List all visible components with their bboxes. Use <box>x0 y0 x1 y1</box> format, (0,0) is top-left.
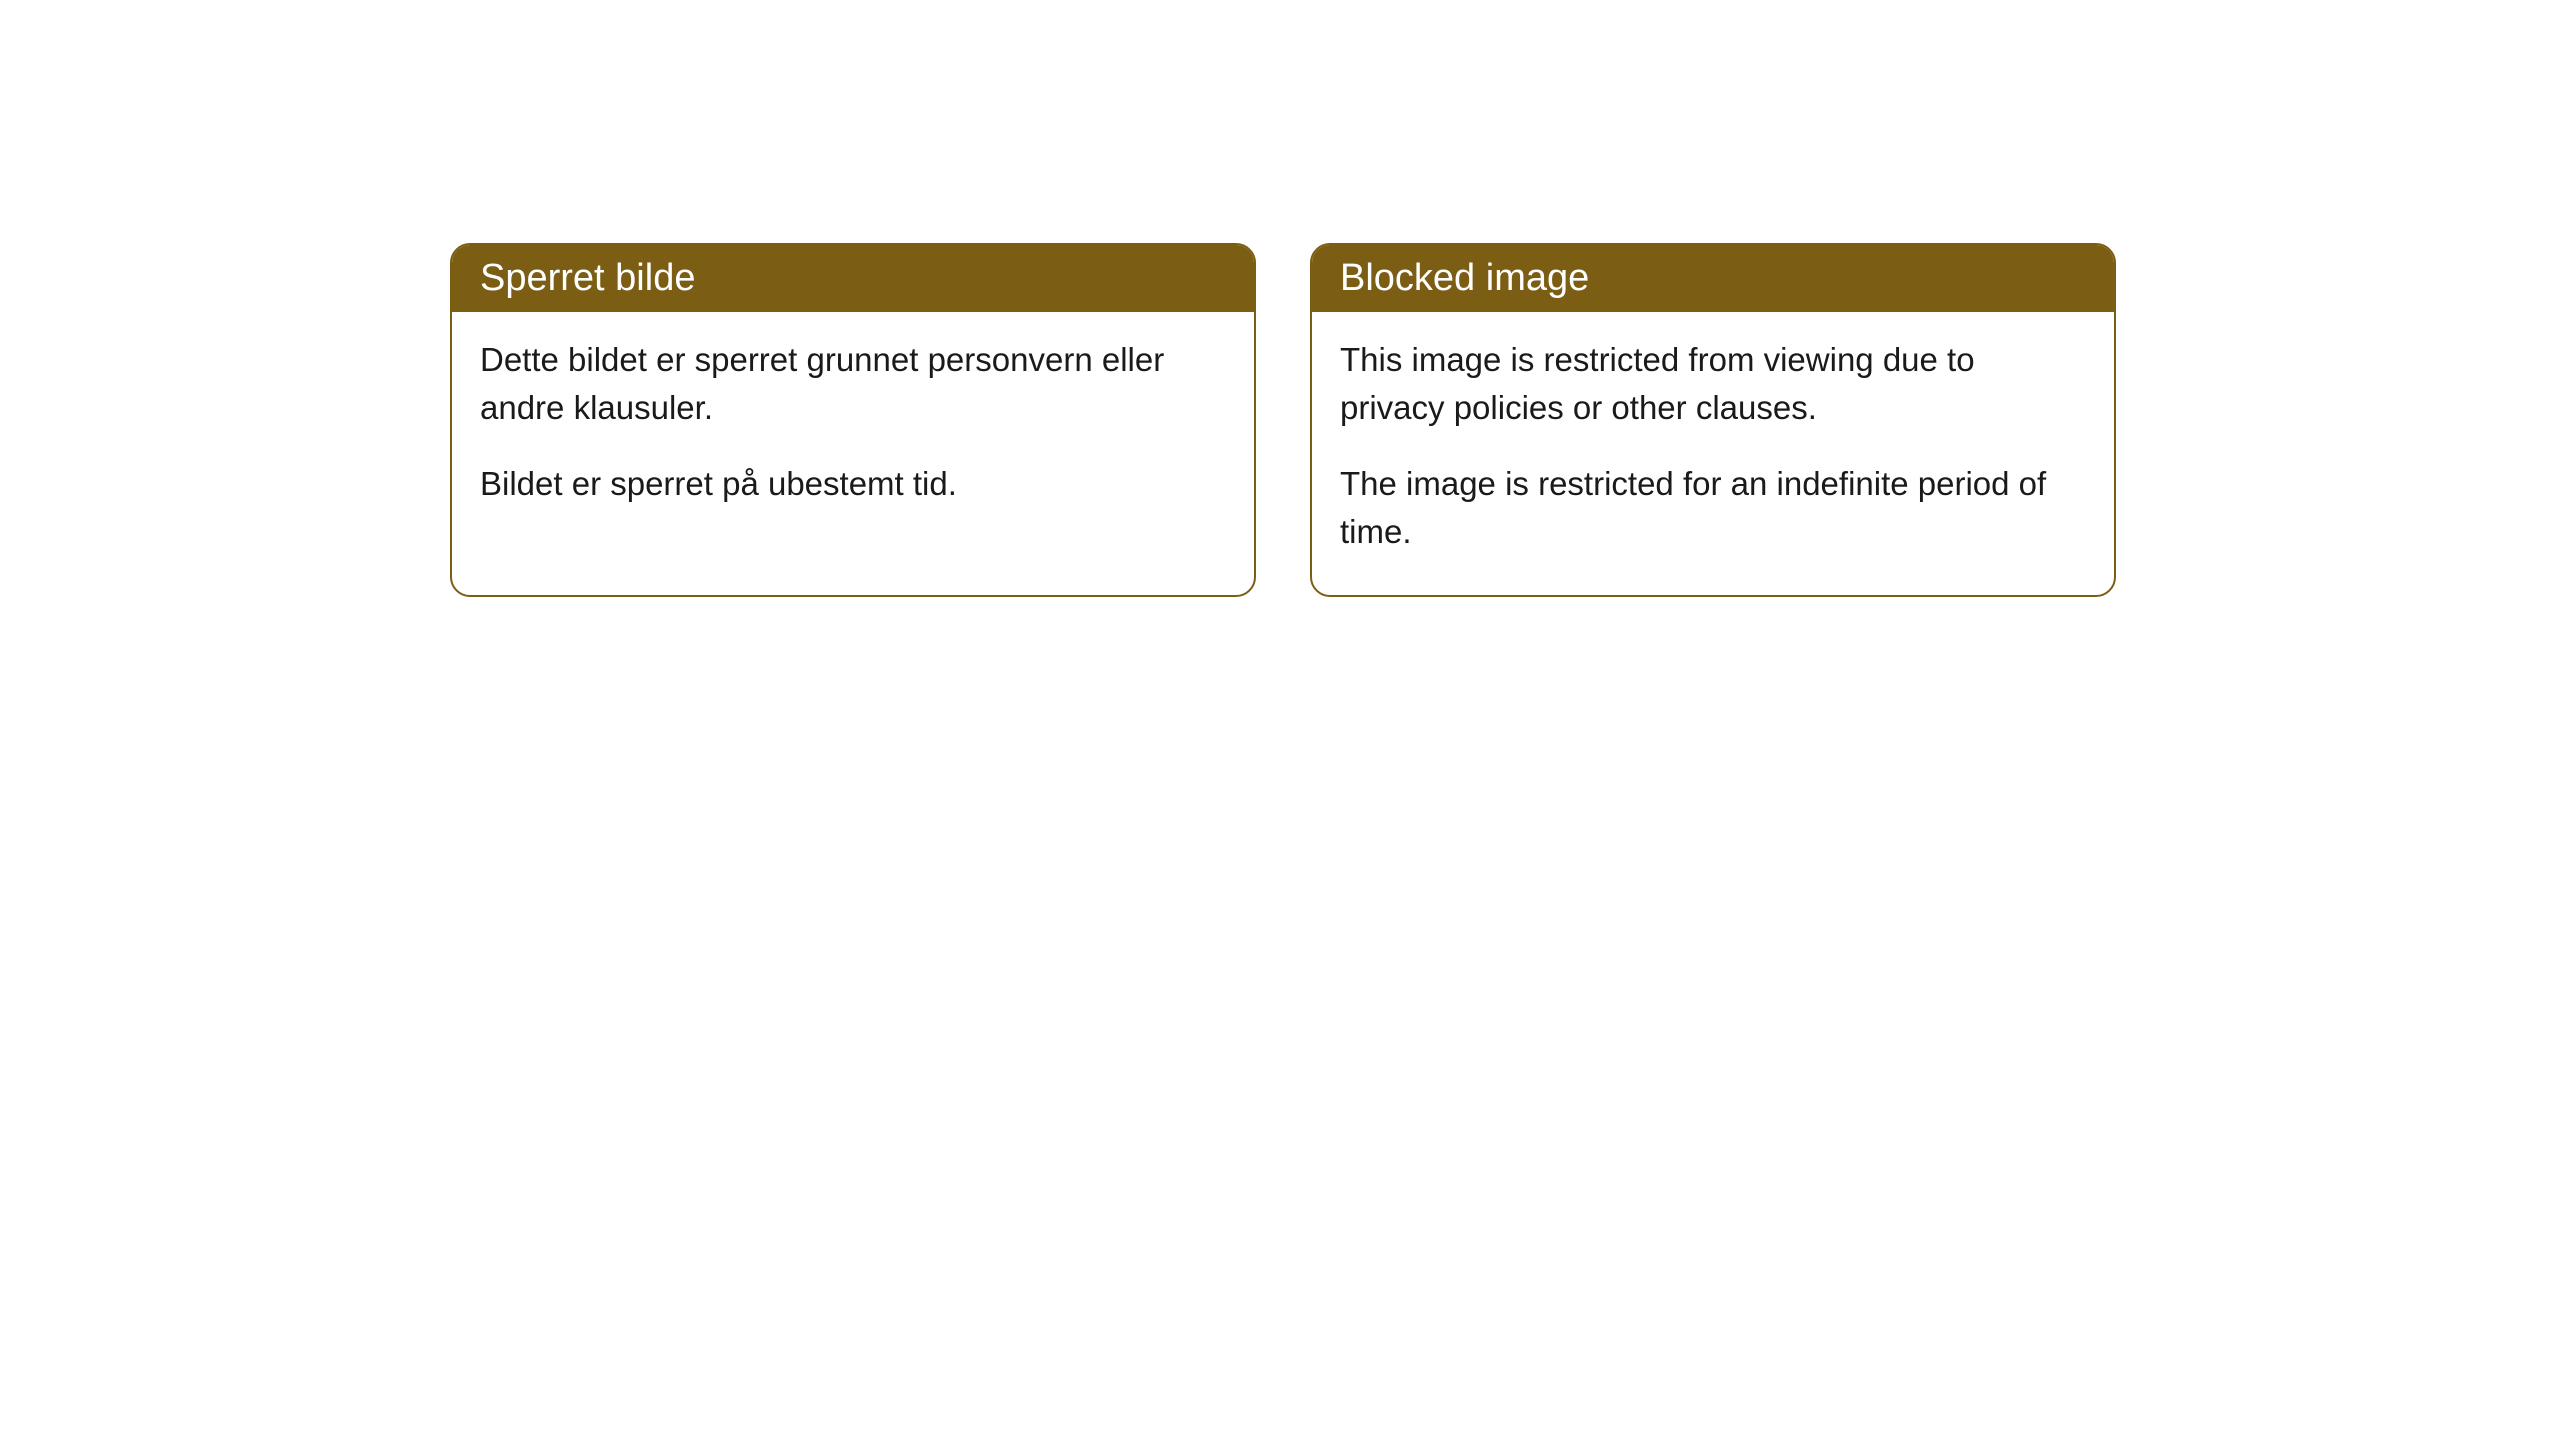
card-header-norwegian: Sperret bilde <box>452 245 1254 312</box>
card-text-paragraph-1: Dette bildet er sperret grunnet personve… <box>480 336 1226 432</box>
card-text-paragraph-2: The image is restricted for an indefinit… <box>1340 460 2086 556</box>
card-english: Blocked image This image is restricted f… <box>1310 243 2116 597</box>
card-text-paragraph-1: This image is restricted from viewing du… <box>1340 336 2086 432</box>
card-text-paragraph-2: Bildet er sperret på ubestemt tid. <box>480 460 1226 508</box>
card-norwegian: Sperret bilde Dette bildet er sperret gr… <box>450 243 1256 597</box>
card-body-english: This image is restricted from viewing du… <box>1312 312 2114 595</box>
cards-container: Sperret bilde Dette bildet er sperret gr… <box>450 243 2116 597</box>
card-header-english: Blocked image <box>1312 245 2114 312</box>
card-body-norwegian: Dette bildet er sperret grunnet personve… <box>452 312 1254 548</box>
